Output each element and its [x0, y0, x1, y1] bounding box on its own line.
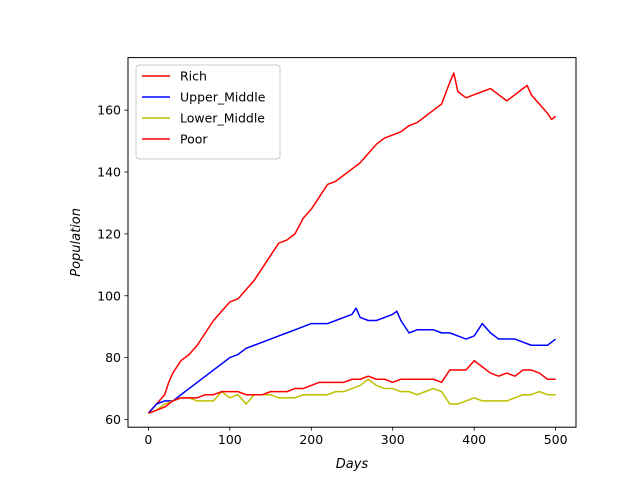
legend-label: Upper_Middle — [180, 90, 266, 105]
legend: Rich Upper_Middle Lower_Middle Poor — [135, 64, 281, 160]
legend-label: Lower_Middle — [180, 111, 265, 126]
x-axis: 0 100 200 300 400 500 — [144, 427, 568, 447]
y-tick-label: 160 — [97, 103, 121, 118]
y-tick-label: 80 — [105, 350, 121, 365]
legend-label: Poor — [180, 132, 208, 147]
series-line-poor — [148, 359, 556, 414]
y-tick-label: 60 — [105, 412, 121, 427]
x-tick-label: 100 — [218, 432, 242, 447]
series-layer — [147, 72, 557, 414]
legend-box — [135, 64, 281, 160]
x-tick-label: 200 — [299, 432, 323, 447]
y-tick-label: 120 — [97, 226, 121, 241]
legend-label: Rich — [180, 69, 207, 84]
y-tick-label: 100 — [97, 288, 121, 303]
y-tick-label: 140 — [97, 165, 121, 180]
plot-frame — [127, 57, 577, 428]
x-axis-label: Days — [336, 457, 369, 472]
x-tick-label: 400 — [462, 432, 486, 447]
y-axis: 60 80 100 120 140 160 — [97, 103, 128, 427]
y-axis-label: Population — [69, 208, 84, 277]
series-line-rich — [147, 72, 557, 414]
series-line-lower-middle — [148, 378, 556, 414]
x-tick-label: 500 — [544, 432, 568, 447]
x-tick-label: 0 — [144, 432, 152, 447]
series-line-upper-middle — [147, 307, 557, 414]
x-tick-label: 300 — [381, 432, 405, 447]
